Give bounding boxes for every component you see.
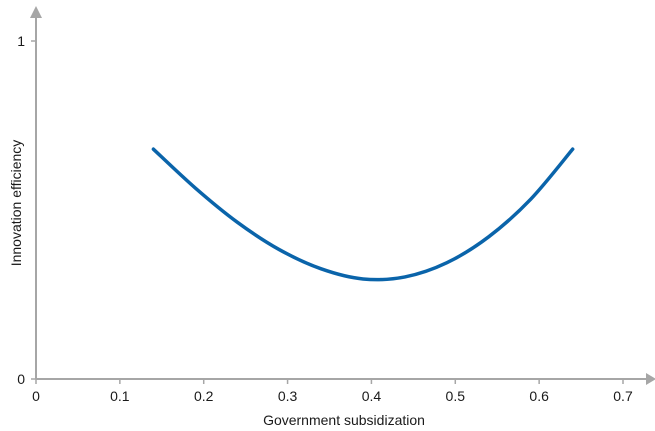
x-axis-arrow xyxy=(646,373,655,385)
y-ticks: 01 xyxy=(17,33,36,387)
x-axis xyxy=(36,373,655,385)
x-tick-label: 0.3 xyxy=(278,388,298,404)
x-ticks: 0 0.1 0.2 0.3 0.4 0.5 0.6 0.7 xyxy=(32,379,633,404)
x-tick-label: 0.4 xyxy=(362,388,382,404)
x-tick-label: 0.1 xyxy=(110,388,130,404)
y-axis-title: Innovation efficiency xyxy=(8,140,24,267)
x-tick-label: 0.2 xyxy=(194,388,214,404)
x-tick-label: 0 xyxy=(32,388,40,404)
y-axis-arrow xyxy=(30,6,42,18)
x-tick-label: 0.5 xyxy=(446,388,466,404)
series-layer xyxy=(151,147,575,282)
series-line xyxy=(151,147,575,282)
x-axis-title: Government subsidization xyxy=(263,412,425,428)
x-tick-label: 0.6 xyxy=(529,388,549,404)
y-axis xyxy=(30,6,42,379)
x-tick-label: 0.7 xyxy=(613,388,633,404)
y-tick-label: 0 xyxy=(17,371,25,387)
y-tick-label: 1 xyxy=(17,33,25,49)
